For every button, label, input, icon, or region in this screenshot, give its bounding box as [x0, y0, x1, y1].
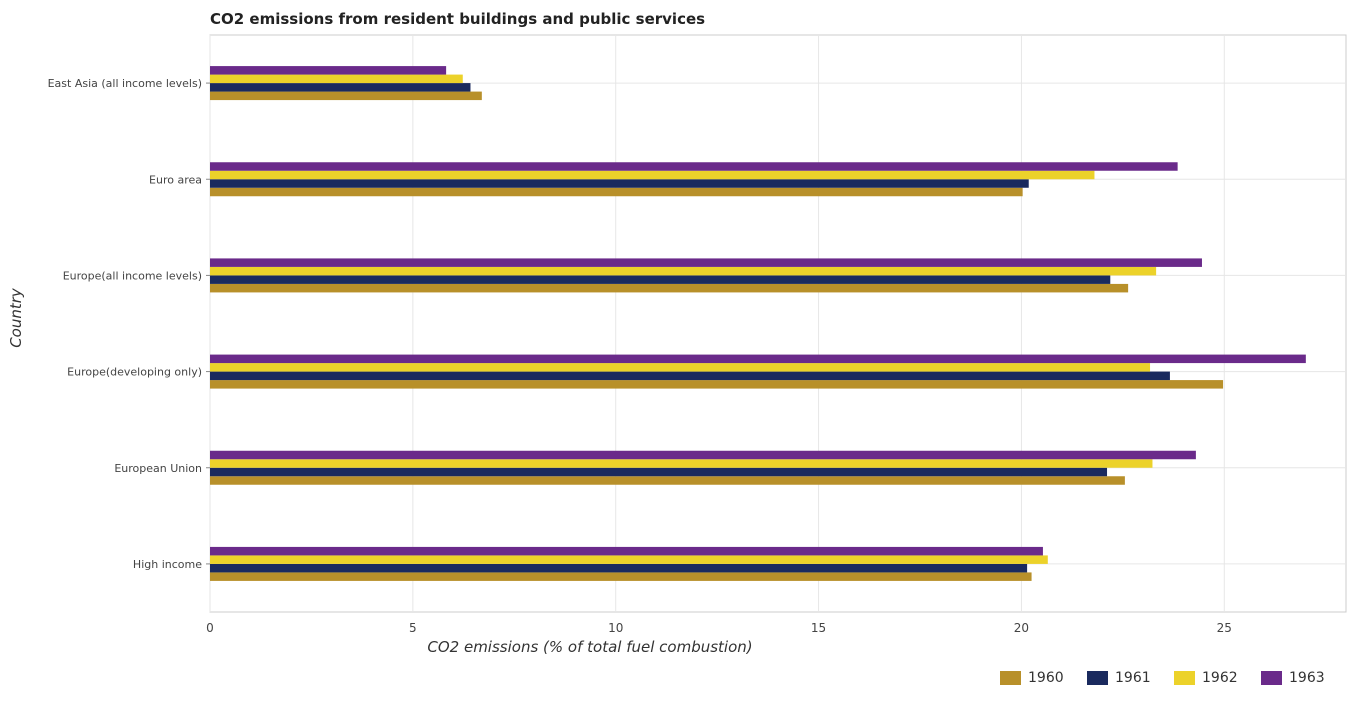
bars: [210, 66, 1306, 581]
bar-1962: [210, 555, 1048, 564]
x-tick-label: 0: [206, 621, 214, 635]
bar-1961: [210, 275, 1111, 284]
y-tick-label: European Union: [114, 462, 202, 475]
bar-1963: [210, 258, 1202, 267]
y-tick-label: East Asia (all income levels): [48, 77, 202, 90]
bar-1962: [210, 170, 1095, 180]
bar-1961: [210, 83, 471, 92]
x-tick-label: 15: [811, 621, 826, 635]
bar-1963: [210, 66, 447, 75]
x-tick-label: 20: [1014, 621, 1029, 635]
legend-label: 1963: [1289, 670, 1325, 686]
bar-1961: [210, 563, 1028, 573]
legend-swatch: [1261, 671, 1282, 685]
legend-label: 1961: [1115, 670, 1151, 686]
y-tick-label: High income: [133, 558, 202, 571]
bar-1962: [210, 459, 1153, 468]
bar-1963: [210, 450, 1196, 460]
legend-swatch: [1174, 671, 1195, 685]
bar-1961: [210, 467, 1108, 477]
x-axis-label: CO2 emissions (% of total fuel combustio…: [427, 638, 752, 656]
bar-1962: [210, 363, 1151, 372]
legend-swatch: [1000, 671, 1021, 685]
legend-swatch: [1087, 671, 1108, 685]
x-tick-label: 5: [409, 621, 417, 635]
bar-1961: [210, 371, 1170, 381]
bar-1961: [210, 179, 1029, 188]
bar-1963: [210, 546, 1043, 556]
y-tick-label: Europe(developing only): [67, 366, 202, 379]
plot-area: [209, 34, 1347, 613]
bar-1962: [210, 74, 463, 84]
y-axis-tick-labels: East Asia (all income levels) Euro area Eu…: [48, 77, 210, 571]
bar-1960: [210, 91, 482, 101]
legend: 1960 1961 1962 1963: [1000, 670, 1325, 686]
legend-label: 1960: [1028, 670, 1064, 686]
x-tick-label: 25: [1217, 621, 1232, 635]
bar-1960: [210, 380, 1224, 389]
y-tick-label: Euro area: [149, 173, 202, 186]
bar-1962: [210, 266, 1157, 276]
bar-1963: [210, 162, 1178, 171]
bar-1960: [210, 187, 1023, 197]
y-axis-label: Country: [7, 287, 25, 348]
legend-label: 1962: [1202, 670, 1238, 686]
bar-1960: [210, 572, 1032, 581]
bar-1963: [210, 354, 1306, 364]
bar-1960: [210, 283, 1129, 293]
x-axis-tick-labels: 0 5 10 15 20 25: [206, 621, 1232, 635]
chart-title: CO2 emissions from resident buildings an…: [210, 10, 705, 28]
x-tick-label: 10: [608, 621, 623, 635]
y-tick-label: Europe(all income levels): [63, 269, 202, 282]
bar-1960: [210, 476, 1125, 485]
